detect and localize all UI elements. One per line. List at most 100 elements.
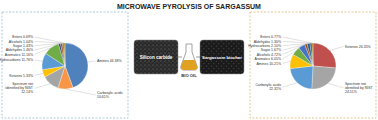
data-label: Esters 0.69% (12, 35, 33, 39)
slice (313, 43, 336, 68)
leader-line (88, 61, 96, 62)
slice (312, 43, 313, 66)
leader-line (283, 46, 302, 55)
data-label-part: 1.67% (270, 48, 281, 52)
flask-liquid (181, 60, 197, 70)
leader-line (283, 51, 296, 59)
leader-line (330, 46, 344, 50)
data-label-part: 4.72% (270, 53, 281, 57)
data-label: Hydrocarbons 11.76% (0, 58, 33, 62)
data-label-part: 11.16% (20, 53, 33, 57)
graphic: MICROWAVE PYROLYSIS OF SARGASSUM Silicon … (0, 0, 378, 120)
slice (310, 43, 313, 66)
label-silicon-carbide: Silicon carbide (140, 55, 173, 60)
data-label: Esters 0.77% (260, 35, 281, 39)
slice (307, 43, 313, 66)
label-biochar: Sargassum biochar (202, 55, 242, 60)
image-silicon-carbide (134, 40, 178, 74)
data-label-part: identified (5, 86, 19, 90)
data-label-part: Hydrocarbons (0, 58, 21, 62)
leader-line (283, 41, 311, 43)
data-label-part: 10.21% (268, 62, 281, 66)
slice (46, 44, 65, 66)
data-label: Amines 10.21% (256, 62, 281, 66)
data-label: Hydrocarbons 2.10% (248, 44, 281, 48)
pie (290, 43, 336, 89)
data-label: 12.14% (21, 90, 33, 94)
image-biochar (200, 40, 244, 74)
data-label-part: Amines (97, 59, 109, 63)
data-label-part: Amines (256, 62, 268, 66)
data-label: Aldehydes 1.30% (254, 40, 281, 44)
leader-line (35, 37, 65, 43)
leader-line (283, 61, 291, 63)
data-label-part: 1.30% (270, 40, 281, 44)
data-label-part: 1.04% (22, 40, 33, 44)
slice (290, 66, 313, 89)
data-label-part: Aromatics (5, 53, 21, 57)
leader-line (283, 37, 313, 43)
data-label-part: 2.10% (270, 44, 281, 48)
data-label-part: Alcohols (9, 40, 22, 44)
leader-line (35, 73, 44, 75)
slice (60, 43, 65, 66)
slice (305, 44, 313, 66)
panel (2, 12, 128, 118)
data-label-part: 22.32% (269, 87, 281, 91)
slice (312, 66, 336, 89)
data-label: 24.51% (345, 90, 357, 94)
data-label: Amines 44.38% (97, 59, 122, 63)
data-label: Aromatics 11.16% (5, 53, 33, 57)
slice (58, 43, 65, 66)
data-label: Ketones 26.35% (345, 45, 371, 49)
panel (250, 12, 376, 118)
data-label-part: NIST (364, 86, 374, 90)
slice (64, 43, 66, 66)
data-label-part: Esters (12, 35, 22, 39)
data-label: Sugar 1.67% (261, 48, 281, 52)
data-label: Aromatics 6.05% (255, 57, 281, 61)
data-label: 22.32% (269, 87, 281, 91)
data-label-part: Aldehydes (6, 48, 23, 52)
data-label: 10.61% (97, 95, 109, 99)
title: MICROWAVE PYROLYSIS OF SARGASSUM (117, 3, 261, 10)
data-label-part: Aromatics (255, 57, 271, 61)
leader-line (328, 83, 343, 88)
data-label: Alcohols 4.72% (257, 53, 281, 57)
leader-line (35, 84, 51, 89)
data-label-part: 0.77% (270, 35, 281, 39)
data-label-part: 5.33% (22, 74, 33, 78)
data-label-part: 26.35% (358, 45, 371, 49)
data-label-part: Alcohols (257, 53, 270, 57)
data-label-part: Hydrocarbons (248, 44, 270, 48)
data-label-part: 1.43% (22, 44, 33, 48)
data-label-part: 11.76% (20, 58, 33, 62)
leader-line (283, 83, 298, 87)
data-label: Ketones 5.33% (9, 74, 33, 78)
data-label-part: 12.14% (21, 90, 33, 94)
data-label-part: 10.61% (97, 95, 109, 99)
leader-line (35, 41, 64, 43)
pie (42, 43, 88, 89)
leader-line (35, 48, 52, 55)
data-label-part: Ketones (345, 45, 358, 49)
arrow (196, 57, 200, 58)
leader-line (35, 60, 43, 61)
data-label: Aldehydes 1.46% (6, 48, 33, 52)
data-label-part: Esters (260, 35, 270, 39)
data-label-part: Aldehydes (254, 40, 271, 44)
data-label: Alcohols 1.04% (9, 40, 33, 44)
data-label-part: 0.69% (22, 35, 33, 39)
data-label: Sugar 1.43% (13, 44, 33, 48)
data-label-part: 1.46% (22, 48, 33, 52)
data-label-part: 44.38% (109, 59, 122, 63)
leader-line (65, 89, 95, 95)
flask (181, 44, 197, 70)
data-label-part: 24.51% (345, 90, 357, 94)
label-bio-oil: BIO OIL (181, 73, 197, 78)
data-label-part: Ketones (9, 74, 22, 78)
leader-line (283, 43, 309, 45)
arrow (178, 57, 182, 58)
slice (63, 43, 65, 66)
leader-line (35, 43, 62, 46)
